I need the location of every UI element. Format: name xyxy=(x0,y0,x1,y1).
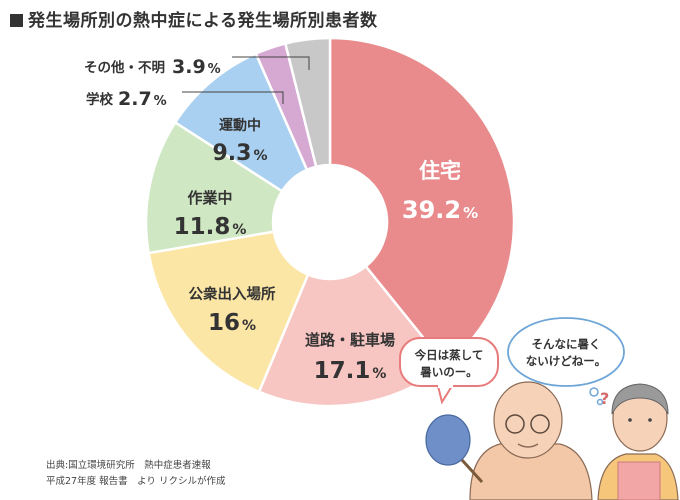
source-line-2: 平成27年度 報告書 より リクシルが作成 xyxy=(46,476,226,487)
speech-right-line-1: ないけどねー。 xyxy=(526,354,606,368)
slice-name-1: 道路・駐車場 xyxy=(305,331,395,349)
thought-dot-1 xyxy=(589,387,599,397)
slice-name-4: 運動中 xyxy=(219,117,261,134)
speech-bubble-left-tail-mask xyxy=(438,383,453,388)
thought-dot-2 xyxy=(596,398,604,406)
leader-line-6 xyxy=(232,56,310,70)
slice-unit-1: % xyxy=(372,366,386,382)
slice-unit-3: % xyxy=(232,222,246,238)
woman-hair xyxy=(611,383,669,415)
source-line-1: 出典:国立環境研究所 熱中症患者速報 xyxy=(46,460,211,471)
slice-unit-4: % xyxy=(253,148,267,164)
title-square-icon xyxy=(10,14,23,27)
slice-value-6: 3.9% xyxy=(172,56,221,78)
hand-fan-icon xyxy=(425,414,471,466)
slice-name-2: 公衆出入場所 xyxy=(189,285,276,303)
slice-label-5: 学校 2.7% xyxy=(86,88,167,110)
woman-eye-right xyxy=(648,418,652,422)
speech-left-line-0: 今日は蒸して xyxy=(414,348,484,362)
slice-name-0: 住宅 xyxy=(419,159,461,183)
slice-0 xyxy=(328,36,516,367)
woman-apron xyxy=(617,461,661,500)
slice-name-3: 作業中 xyxy=(187,189,232,207)
slice-6 xyxy=(283,36,332,169)
question-mark-icon: ? xyxy=(600,389,609,408)
slice-unit-0: % xyxy=(463,204,478,222)
hand-fan-handle xyxy=(460,458,484,484)
woman-eye-left xyxy=(628,418,632,422)
slice-value-5: 2.7% xyxy=(118,88,167,110)
chart-title-text: 発生場所別の熱中症による発生場所別患者数 xyxy=(28,11,378,31)
speech-left-line-1: 暑いのー。 xyxy=(419,365,477,379)
speech-right-line-0: そんなに暑く xyxy=(532,337,601,351)
old-man-glasses-right xyxy=(530,414,550,434)
old-man-head xyxy=(493,381,563,459)
old-man-mouth xyxy=(517,443,539,448)
leader-line-5 xyxy=(182,91,284,104)
slice-name-5: 学校 xyxy=(86,91,113,108)
slice-label-6: その他・不明 3.9% xyxy=(84,56,221,78)
slice-3 xyxy=(144,120,284,255)
slice-unit-2: % xyxy=(242,318,256,334)
slice-name-6: その他・不明 xyxy=(84,59,165,76)
old-man-glasses-left xyxy=(505,414,525,434)
slice-unit-5: % xyxy=(154,94,167,109)
slice-unit-6: % xyxy=(208,62,221,77)
source-note: 出典:国立環境研究所 熱中症患者速報 平成27年度 報告書 より リクシルが作成 xyxy=(46,458,225,490)
slice-1 xyxy=(257,264,448,408)
slice-2 xyxy=(147,230,310,394)
thought-bubble-right xyxy=(507,317,625,387)
speech-bubble-left-tail xyxy=(437,385,453,405)
chart-title: 発生場所別の熱中症による発生場所別患者数 xyxy=(10,6,378,31)
